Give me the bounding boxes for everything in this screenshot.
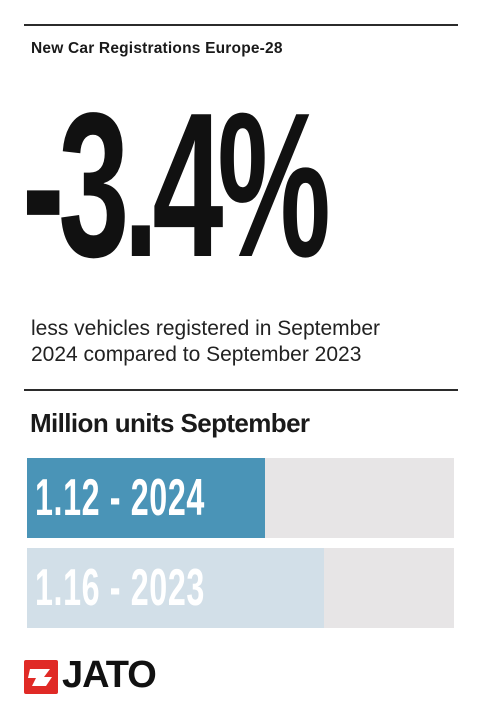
headline-description: less vehicles registered in September 20…	[31, 316, 451, 368]
jato-flag-icon	[24, 660, 58, 694]
headline-percentage: -3.4%	[22, 70, 331, 300]
bar-2023	[27, 548, 324, 628]
chart-subtitle: New Car Registrations Europe-28	[31, 40, 283, 57]
chart-title: Million units September	[30, 408, 310, 438]
bar-track-2023: 1.16 - 2023	[27, 548, 454, 628]
description-line-2: 2024 compared to September 2023	[31, 343, 362, 366]
top-divider	[24, 24, 458, 26]
bar-label-2023: 1.16 - 2023	[35, 559, 205, 617]
bar-2024	[27, 458, 265, 538]
bar-track-2024: 1.12 - 2024	[27, 458, 454, 538]
logo-text: JATO	[62, 654, 157, 696]
middle-divider	[24, 389, 458, 391]
description-line-1: less vehicles registered in September	[31, 317, 381, 340]
bar-label-2024: 1.12 - 2024	[35, 469, 205, 527]
